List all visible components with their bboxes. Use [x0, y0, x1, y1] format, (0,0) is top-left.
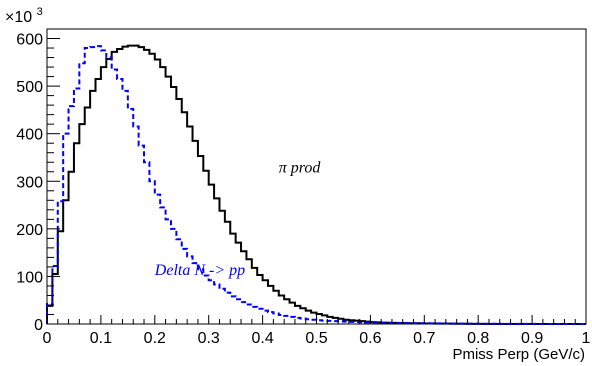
x-tick-label: 0.7: [413, 330, 435, 347]
y-tick-label: 500: [16, 79, 43, 96]
y-axis-multiplier-base: ×10: [5, 9, 32, 26]
y-tick-label: 600: [16, 32, 43, 49]
x-tick-label: 0.1: [90, 330, 112, 347]
series-line-2: [46, 45, 586, 325]
annotations: π prod Delta N -> pp: [154, 160, 322, 279]
x-tick-label: 0: [43, 330, 52, 347]
series-line-1: [46, 44, 586, 325]
y-tick-label: 0: [34, 317, 43, 334]
x-axis: 0 0.1 0.2 0.3 0.4 0.5 0.6 0.7 0.8 0.9 1: [43, 315, 591, 347]
x-tick-label: 0.4: [251, 330, 273, 347]
x-axis-title: Pmiss Perp (GeV/c): [452, 346, 585, 363]
annotation-label-2: Delta N -> pp: [154, 262, 245, 279]
y-axis: 0 100 200 300 400 500 600: [16, 28, 60, 334]
x-tick-label: 0.8: [467, 330, 489, 347]
y-tick-label: 400: [16, 127, 43, 144]
y-axis-multiplier-exponent: 3: [37, 6, 43, 18]
x-tick-label: 0.5: [305, 330, 327, 347]
y-tick-label: 100: [16, 269, 43, 286]
y-tick-label: 300: [16, 174, 43, 191]
x-tick-label: 1: [582, 330, 591, 347]
x-tick-label: 0.2: [144, 330, 166, 347]
y-axis-multiplier: ×10 3: [5, 6, 43, 26]
x-tick-label: 0.6: [359, 330, 381, 347]
y-tick-label: 200: [16, 222, 43, 239]
x-tick-label: 0.9: [521, 330, 543, 347]
x-tick-label: 0.3: [198, 330, 220, 347]
annotation-label-1: π prod: [279, 160, 322, 177]
series-layer: [46, 44, 586, 325]
